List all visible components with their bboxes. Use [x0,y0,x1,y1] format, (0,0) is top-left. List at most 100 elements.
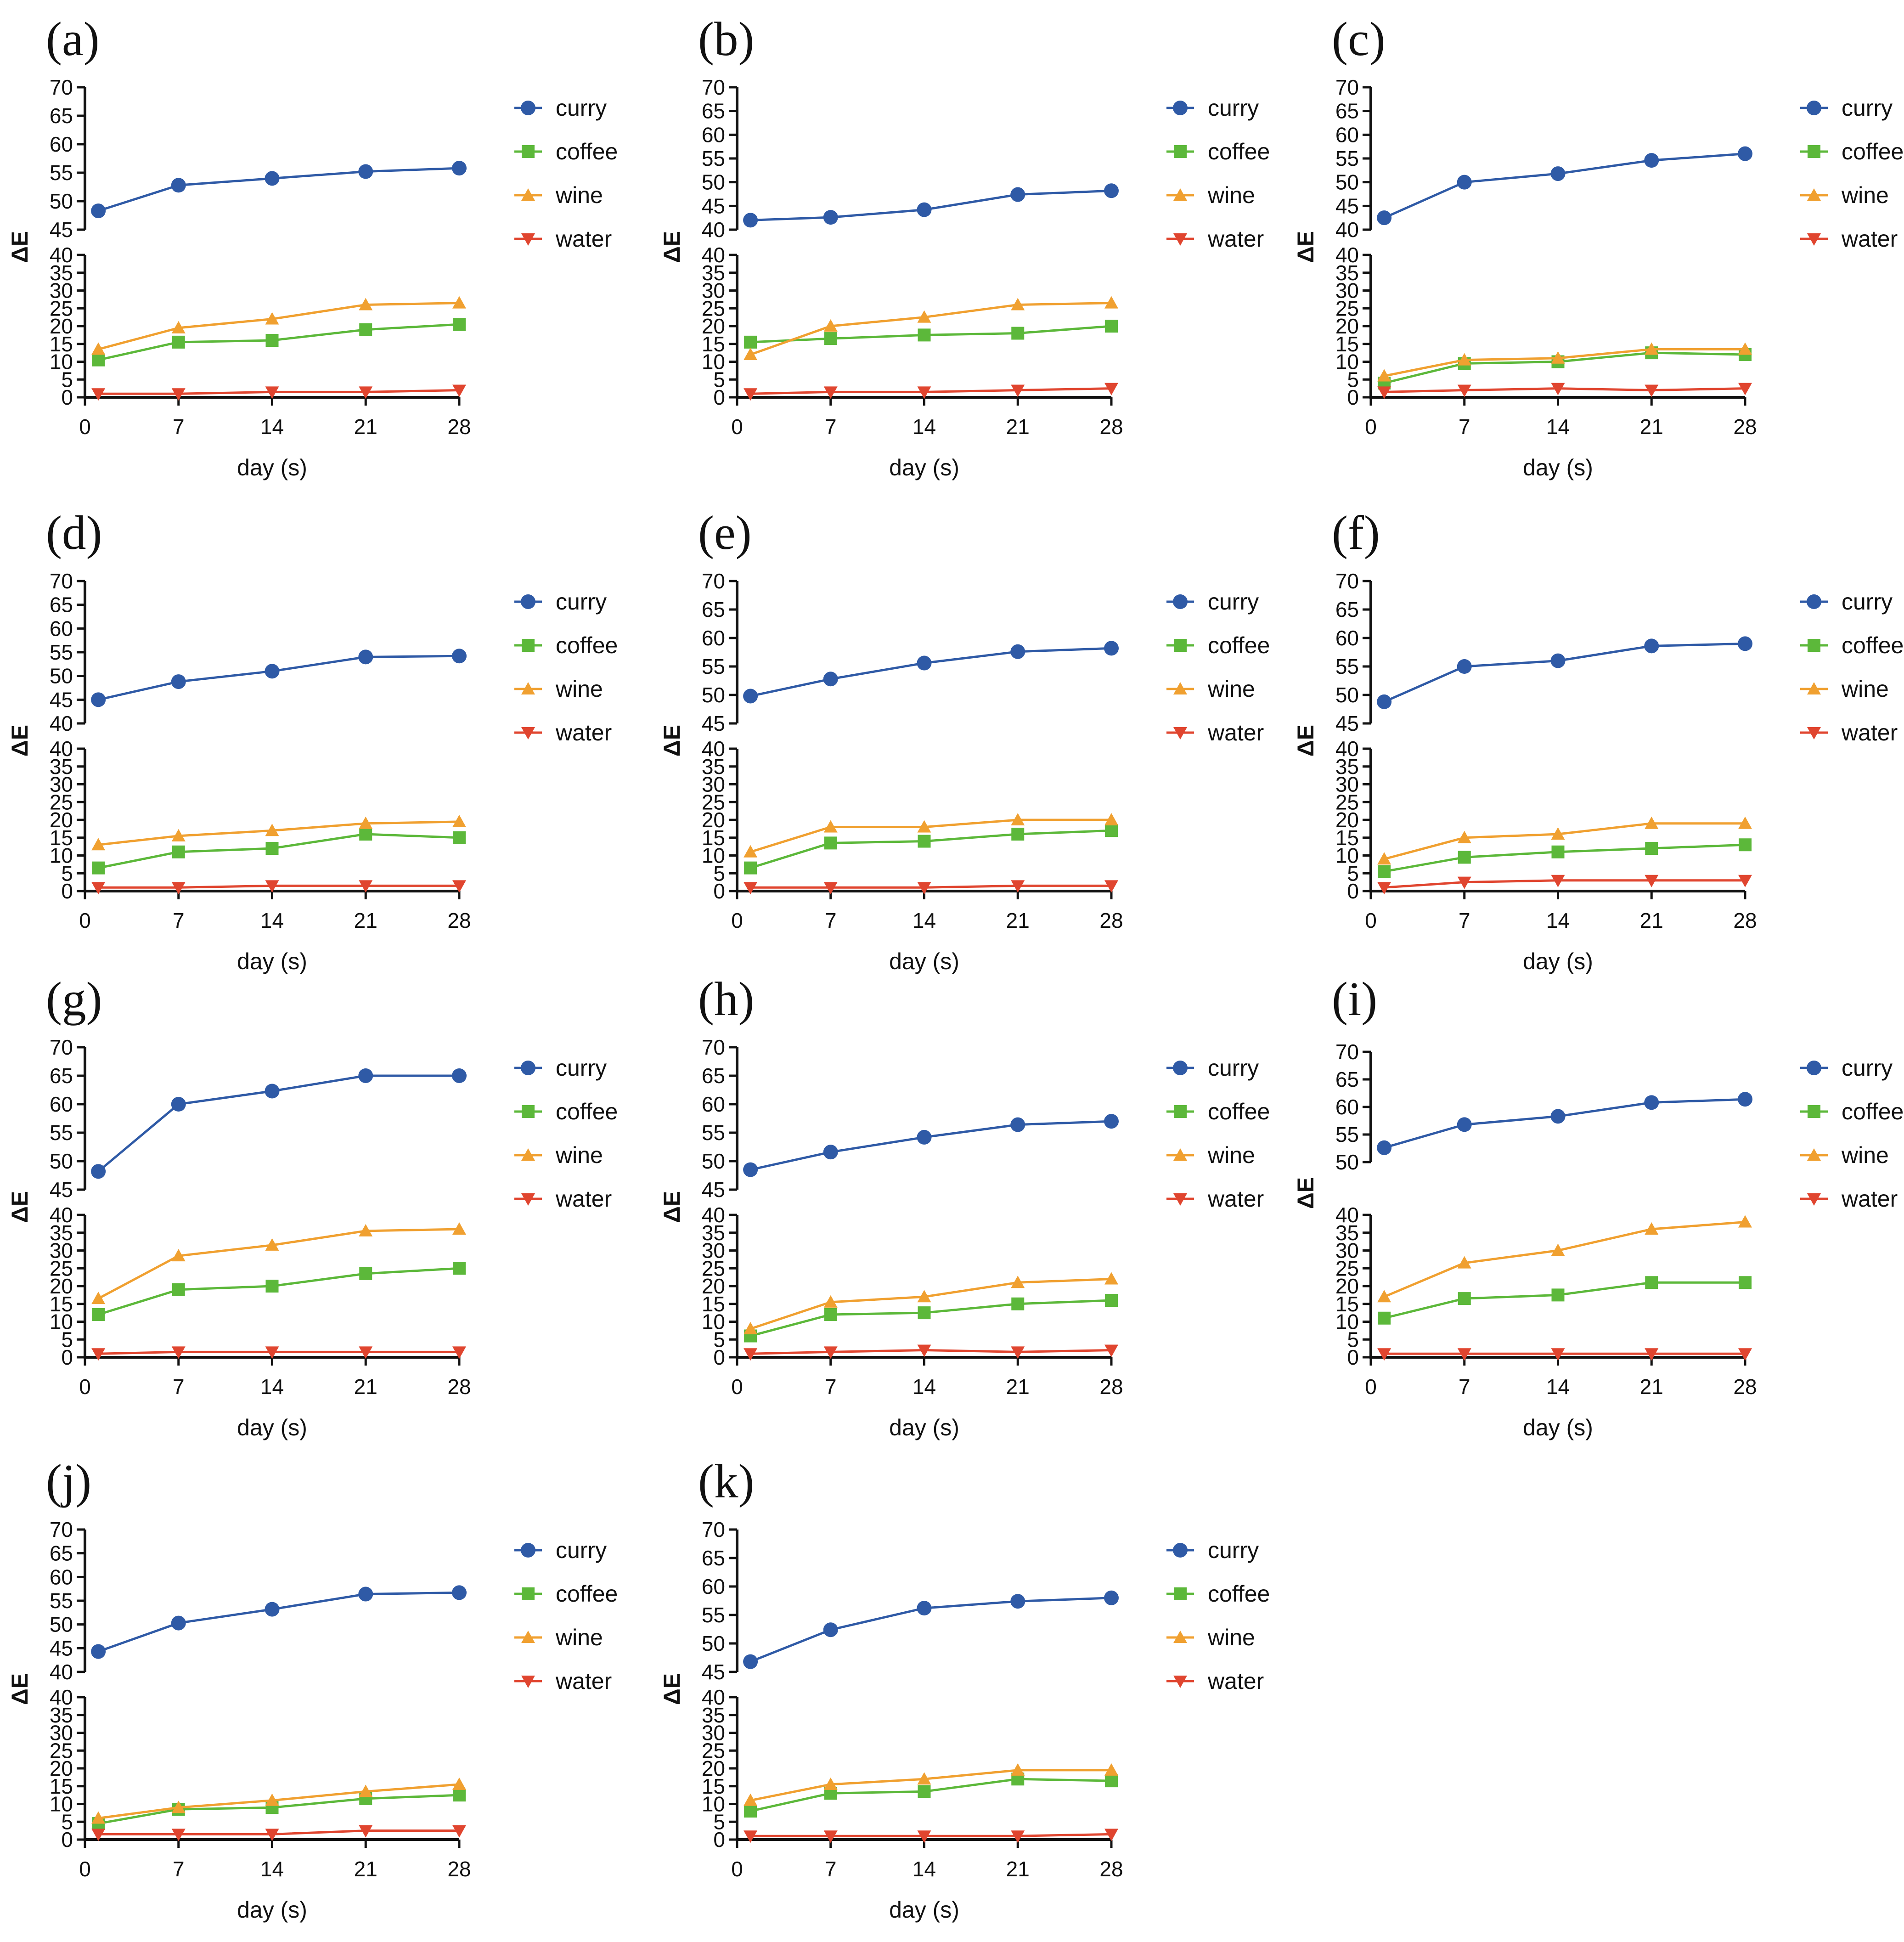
legend-wine-marker [1807,682,1821,694]
water-point [359,1825,373,1838]
legend-wine-label: wine [1207,1142,1255,1168]
curry-point [1550,1109,1566,1124]
curry-point [917,1601,932,1616]
lower-y-tick-label: 5 [61,1810,73,1834]
water-point [1457,384,1471,397]
x-tick-label: 7 [1459,415,1470,439]
panel-label: (d) [46,506,102,559]
legend-wine: wine [1166,676,1255,702]
upper-y-tick-label: 55 [50,161,73,185]
legend-water-label: water [1207,720,1264,745]
lower-y-tick-label: 25 [50,1256,73,1280]
upper-y-tick-label: 50 [702,170,725,194]
curry-line [1384,642,1746,703]
upper-y-tick-label: 70 [50,569,73,593]
water-point [265,1346,279,1359]
water-point [1645,1348,1659,1361]
lower-y-tick-label: 20 [702,1274,725,1298]
x-tick-label: 7 [825,1375,837,1399]
lower-y-tick-label: 0 [713,1345,725,1369]
legend-water: water [1800,226,1898,252]
lower-y-tick-label: 25 [50,296,73,320]
wine-point [359,1224,373,1236]
water-point [917,882,931,895]
y-axis-title: ΔE [659,725,685,756]
wine-point [1104,813,1118,825]
legend-curry-label: curry [1208,95,1259,121]
upper-y-tick-label: 55 [50,1589,73,1613]
water-point [823,386,838,399]
lower-y-tick-label: 5 [1347,367,1359,391]
curry-point [1104,183,1119,198]
wine-point [1377,1290,1391,1303]
legend-coffee-label: coffee [1208,139,1270,164]
curry-line [98,167,460,212]
legend-coffee-label: coffee [1208,1099,1270,1124]
legend-curry-marker [521,1061,535,1075]
legend-coffee-marker [522,145,535,158]
legend-water-marker [521,1676,535,1688]
panel-label: (c) [1332,12,1386,66]
lower-y-tick-label: 30 [1335,1239,1359,1263]
legend-curry-label: curry [1842,95,1893,121]
lower-y-tick-label: 30 [50,1721,73,1745]
legend-curry-marker [1807,594,1821,609]
legend-curry: curry [514,1055,607,1081]
x-tick-label: 28 [447,415,471,439]
upper-y-tick-label: 45 [50,688,73,711]
lower-y-tick-label: 0 [61,385,73,409]
coffee-point [359,1267,372,1280]
lower-y-tick-label: 15 [702,1292,725,1316]
wine-point [1738,1215,1752,1228]
x-tick-label: 28 [1099,415,1123,439]
lower-y-tick-label: 25 [702,1739,725,1762]
lower-y-tick-label: 0 [61,1828,73,1852]
curry-point [1010,644,1025,659]
legend-wine: wine [1800,1142,1889,1168]
wine-point [1377,852,1391,865]
water-point [91,1829,106,1841]
water-line [750,387,1112,395]
wine-point [1011,1763,1025,1776]
upper-y-tick-label: 40 [702,218,725,242]
coffee-line [750,1299,1112,1337]
coffee-line [98,1267,460,1316]
legend-coffee: coffee [514,1099,618,1124]
lower-y-tick-label: 20 [702,808,725,832]
legend-coffee: coffee [1800,1099,1904,1124]
wine-point [265,824,279,836]
legend-curry: curry [514,589,607,615]
upper-y-tick-label: 65 [1335,1067,1359,1091]
upper-y-tick-label: 50 [1335,170,1359,194]
x-tick-label: 21 [354,1857,377,1881]
legend-water-marker [1173,727,1187,740]
wine-point [823,319,838,332]
lower-y-tick-label: 10 [1335,350,1359,374]
lower-y-tick-label: 40 [1335,1203,1359,1227]
curry-point [1377,1140,1392,1155]
lower-y-tick-label: 25 [1335,1256,1359,1280]
lower-y-tick-label: 10 [702,844,725,868]
legend-coffee-marker [522,639,535,652]
curry-point [91,1164,106,1179]
water-point [1457,1348,1471,1361]
lower-y-tick-label: 25 [702,790,725,814]
legend-wine-label: wine [555,182,603,208]
lower-y-tick-label: 25 [702,1256,725,1280]
lower-y-tick-label: 0 [1347,1345,1359,1369]
lower-y-tick-label: 35 [702,755,725,779]
coffee-point [453,1789,466,1802]
coffee-point [359,323,372,336]
lower-y-tick-label: 0 [1347,879,1359,903]
legend-coffee-label: coffee [1842,1099,1904,1124]
water-point [1377,882,1391,895]
wine-point [452,1777,466,1790]
lower-y-tick-label: 5 [1347,861,1359,885]
lower-y-tick-label: 20 [702,1756,725,1780]
lower-y-tick-label: 25 [1335,790,1359,814]
water-point [917,1830,931,1843]
upper-y-tick-label: 60 [1335,1095,1359,1119]
